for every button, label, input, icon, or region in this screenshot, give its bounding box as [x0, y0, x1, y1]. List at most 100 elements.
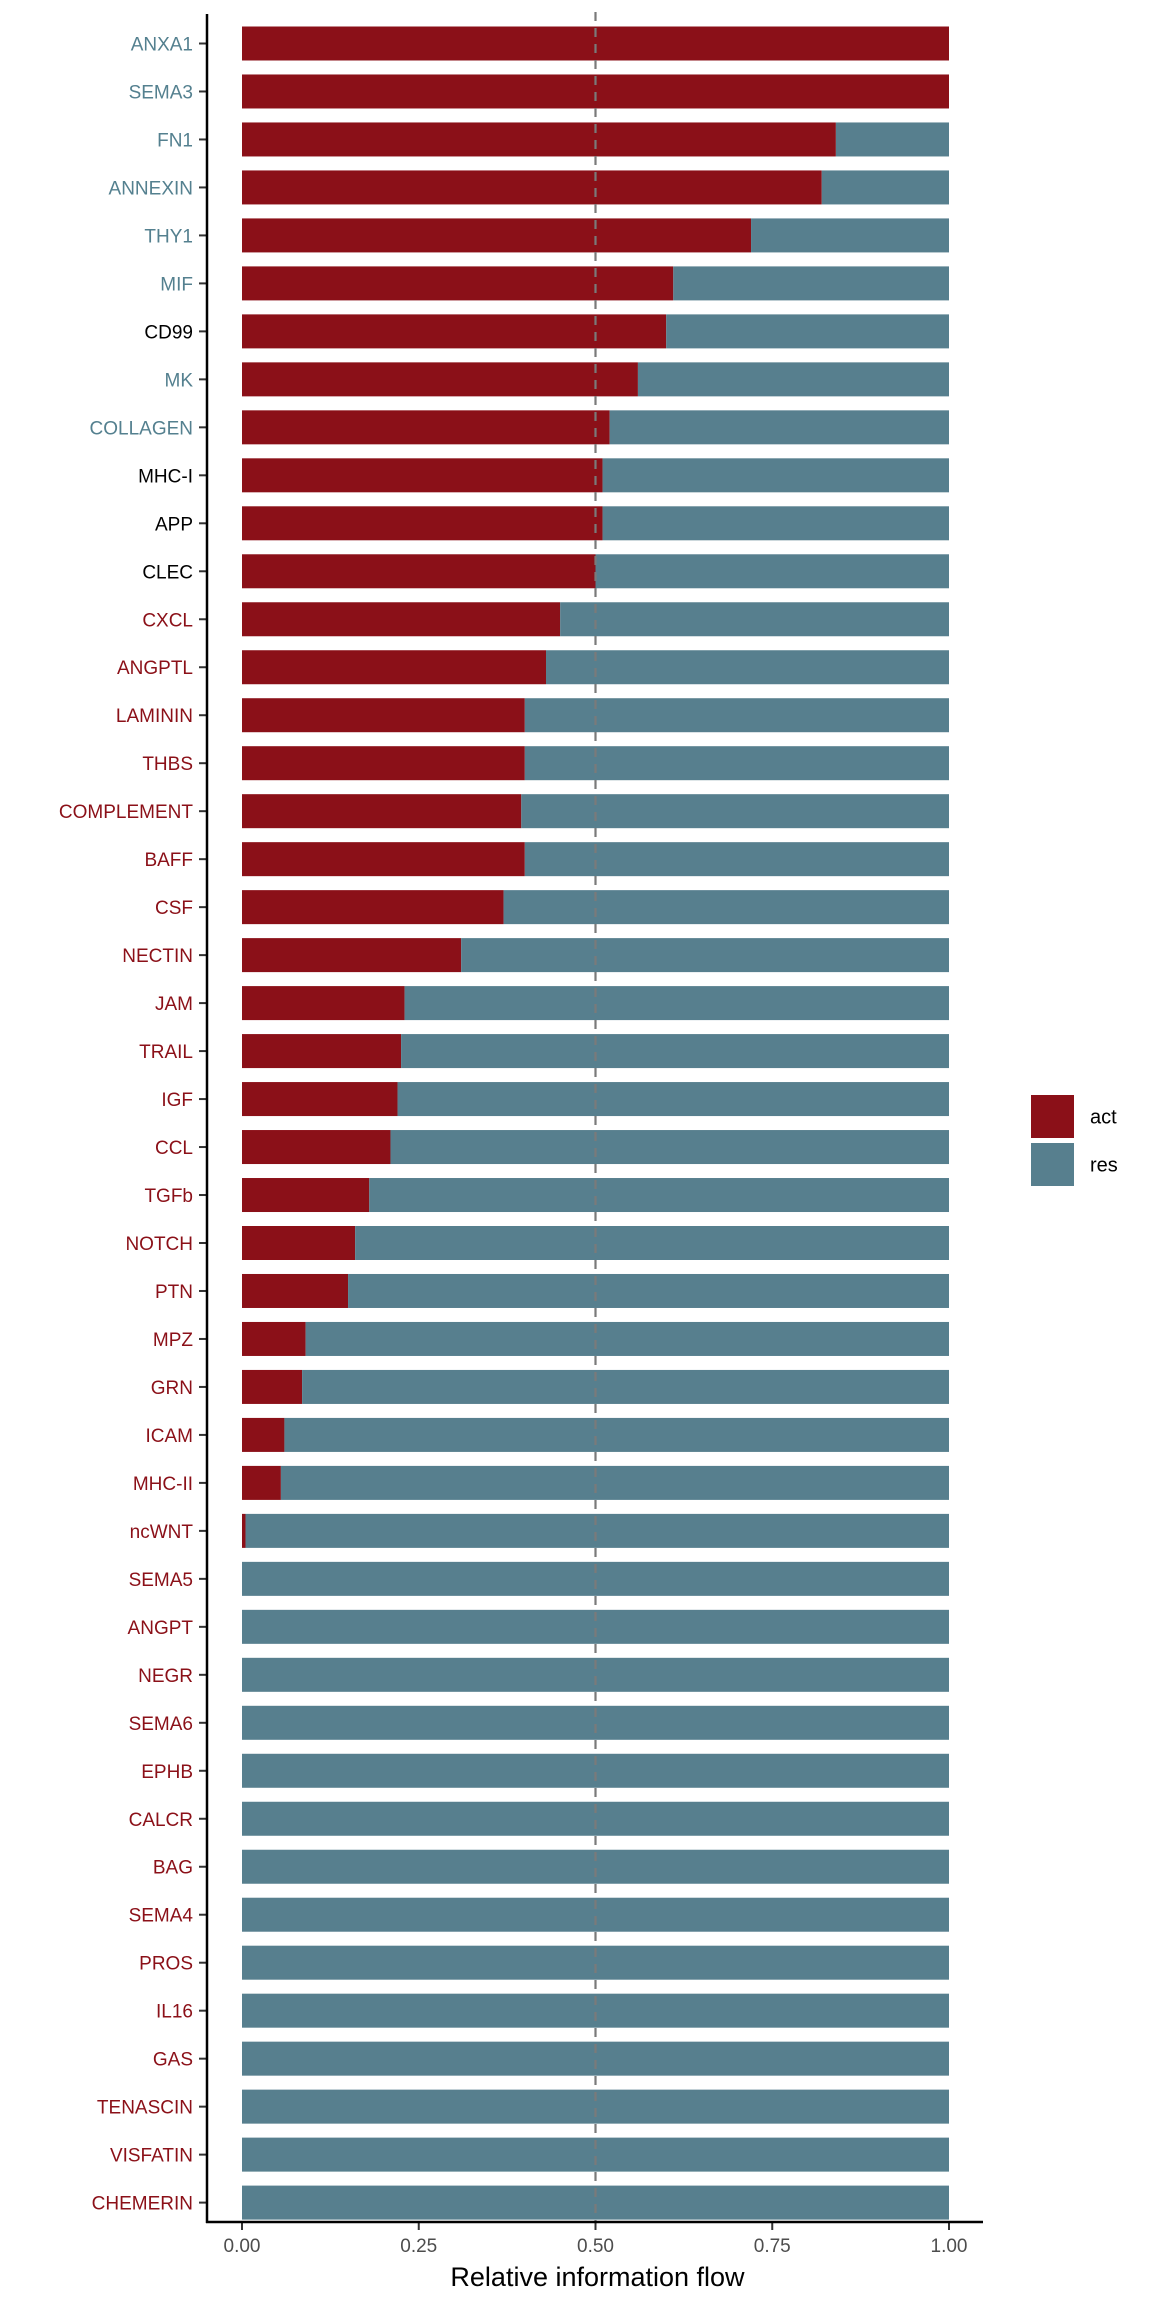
- bar-res-MPZ: [305, 1321, 949, 1356]
- bar-res-LAMININ: [524, 698, 949, 733]
- bar-act-MPZ: [242, 1321, 306, 1356]
- y-tick-label: PROS: [139, 1954, 193, 1975]
- y-tick-label: CSF: [155, 898, 193, 919]
- legend-key-act: [1031, 1095, 1074, 1138]
- bar-act-MK: [242, 362, 638, 397]
- y-tick-label: GRN: [151, 1378, 193, 1399]
- x-axis-ticks: 0.00 0.25 0.50 0.75 1.00: [224, 2222, 968, 2257]
- y-tick-label: ANXA1: [131, 35, 193, 56]
- legend: act res: [1031, 1095, 1118, 1186]
- y-tick-label: CHEMERIN: [92, 2194, 193, 2215]
- y-tick-label: CCL: [155, 1138, 193, 1159]
- bar-res-THY1: [751, 218, 949, 253]
- bar-res-CSF: [503, 890, 949, 925]
- y-tick-label: MPZ: [153, 1330, 194, 1351]
- y-tick-label: COLLAGEN: [90, 418, 193, 439]
- bar-act-CCL: [242, 1130, 391, 1165]
- y-tick-label: LAMININ: [116, 706, 193, 727]
- bar-act-ncWNT: [242, 1513, 246, 1548]
- y-tick-label: ANGPT: [128, 1618, 194, 1639]
- bar-res-NECTIN: [461, 938, 949, 973]
- bar-act-CD99: [242, 314, 667, 349]
- y-tick-label: CLEC: [142, 562, 193, 583]
- bar-res-GRN: [302, 1369, 950, 1404]
- legend-key-res: [1031, 1143, 1074, 1186]
- bar-act-NECTIN: [242, 938, 462, 973]
- y-tick-label: MIF: [160, 274, 193, 295]
- bar-res-TGFb: [369, 1178, 949, 1213]
- y-tick-label: TRAIL: [139, 1042, 193, 1063]
- bar-act-ANGPTL: [242, 650, 547, 685]
- bar-res-MK: [637, 362, 949, 397]
- bar-act-COLLAGEN: [242, 410, 610, 445]
- x-axis-title: Relative information flow: [450, 2262, 745, 2292]
- y-tick-label: THBS: [142, 754, 193, 775]
- y-tick-label: EPHB: [141, 1762, 193, 1783]
- bar-act-MIF: [242, 266, 674, 301]
- bar-res-BAFF: [524, 842, 949, 877]
- y-tick-label: BAFF: [144, 850, 193, 871]
- bar-res-CCL: [390, 1130, 950, 1165]
- y-tick-label: ANNEXIN: [109, 178, 193, 199]
- y-tick-label: ICAM: [146, 1426, 194, 1447]
- y-tick-label: APP: [155, 514, 193, 535]
- bar-res-APP: [602, 506, 949, 541]
- bar-act-FN1: [242, 122, 836, 157]
- x-tick-label: 1.00: [931, 2236, 968, 2257]
- bar-act-JAM: [242, 986, 405, 1021]
- y-tick-label: NEGR: [138, 1666, 193, 1687]
- bar-act-MHC-I: [242, 458, 603, 493]
- y-tick-label: THY1: [144, 226, 193, 247]
- y-tick-label: SEMA5: [129, 1570, 193, 1591]
- bar-act-COMPLEMENT: [242, 794, 522, 829]
- bar-act-MHC-II: [242, 1465, 281, 1500]
- y-tick-label: NOTCH: [125, 1234, 193, 1255]
- bar-act-CLEC: [242, 554, 596, 589]
- y-tick-label: VISFATIN: [110, 2146, 193, 2167]
- bar-act-NOTCH: [242, 1226, 356, 1260]
- bar-res-COMPLEMENT: [521, 794, 949, 829]
- x-tick-label: 0.75: [754, 2236, 791, 2257]
- bar-res-IGF: [397, 1082, 949, 1117]
- bar-act-THY1: [242, 218, 752, 253]
- bar-res-MHC-II: [280, 1465, 949, 1500]
- y-tick-label: BAG: [153, 1858, 193, 1879]
- y-tick-label: CALCR: [129, 1810, 193, 1831]
- bar-res-CLEC: [595, 554, 949, 589]
- bar-res-TRAIL: [401, 1034, 949, 1069]
- y-tick-label: TENASCIN: [97, 2098, 193, 2119]
- bar-res-ANGPTL: [546, 650, 949, 685]
- bar-act-ANNEXIN: [242, 170, 822, 205]
- y-tick-label: SEMA4: [129, 1906, 194, 1927]
- y-tick-label: JAM: [155, 994, 193, 1015]
- y-tick-label: GAS: [153, 2050, 193, 2071]
- legend-label-act: act: [1090, 1107, 1117, 1129]
- bar-res-ncWNT: [245, 1513, 949, 1548]
- bar-act-CXCL: [242, 602, 561, 637]
- bar-res-CXCL: [560, 602, 949, 637]
- bar-res-ANNEXIN: [821, 170, 949, 205]
- y-tick-label: PTN: [155, 1282, 193, 1303]
- bar-res-JAM: [404, 986, 949, 1021]
- y-tick-label: MK: [165, 370, 194, 391]
- x-tick-label: 0.25: [400, 2236, 437, 2257]
- bar-act-CSF: [242, 890, 504, 925]
- bar-act-THBS: [242, 746, 525, 781]
- y-tick-label: NECTIN: [122, 946, 193, 967]
- bar-res-COLLAGEN: [609, 410, 949, 445]
- y-tick-label: MHC-II: [133, 1474, 193, 1495]
- x-tick-label: 0.00: [224, 2236, 261, 2257]
- bar-act-APP: [242, 506, 603, 541]
- bar-res-PTN: [348, 1273, 949, 1308]
- bar-act-PTN: [242, 1273, 349, 1308]
- y-tick-label: IGF: [161, 1090, 193, 1111]
- bar-act-TRAIL: [242, 1034, 402, 1069]
- bar-act-GRN: [242, 1369, 303, 1404]
- bar-res-MHC-I: [602, 458, 949, 493]
- y-tick-label: IL16: [156, 2002, 193, 2023]
- bar-res-NOTCH: [355, 1226, 949, 1260]
- y-tick-label: ANGPTL: [117, 658, 193, 679]
- bar-act-ICAM: [242, 1417, 285, 1452]
- y-tick-label: FN1: [157, 130, 193, 151]
